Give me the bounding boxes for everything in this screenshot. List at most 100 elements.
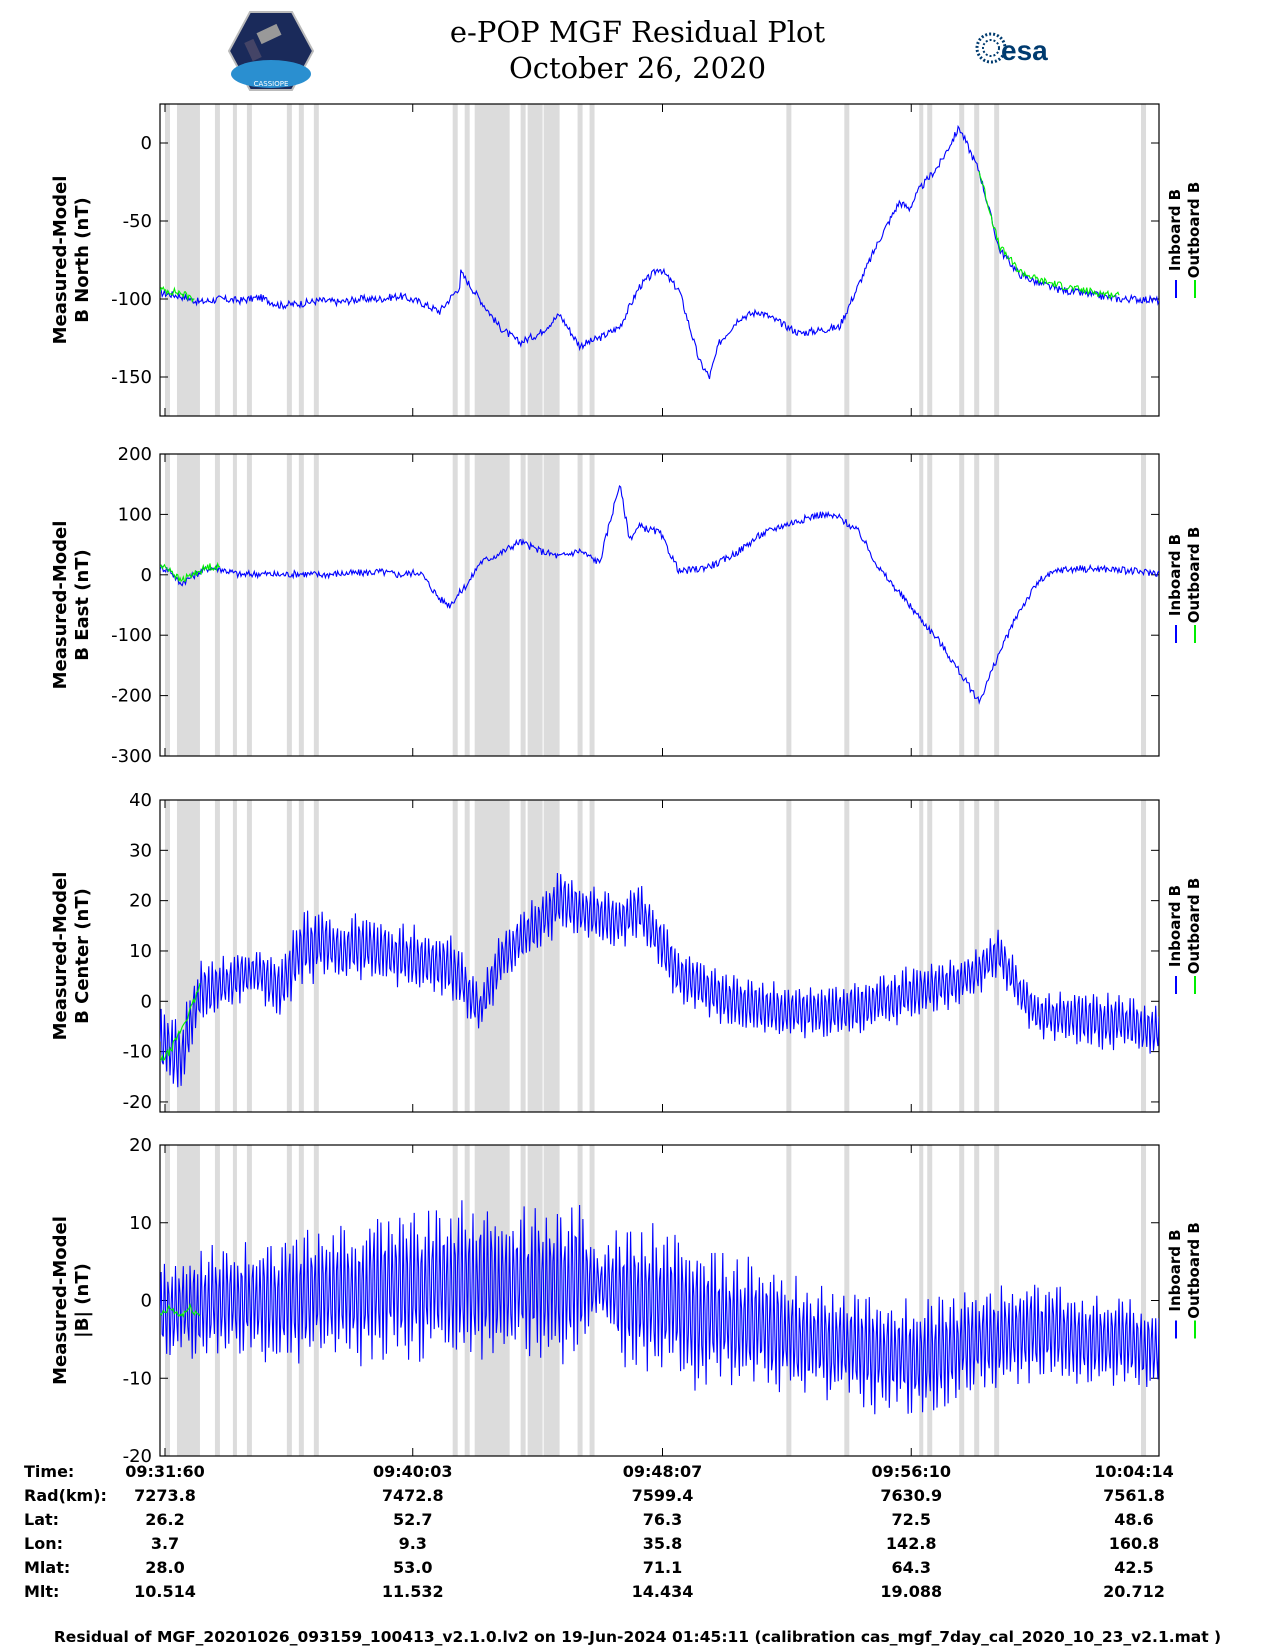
info-cell: 11.532 <box>381 1582 444 1601</box>
y-tick-label: 40 <box>129 790 152 811</box>
info-cell: 09:40:03 <box>372 1462 453 1481</box>
gap-shading <box>994 104 1000 416</box>
gap-shading <box>176 104 200 416</box>
info-row-label: Time: <box>24 1462 75 1481</box>
legend: Inboard BOutboard B <box>1166 182 1203 279</box>
gap-shading <box>919 1145 924 1456</box>
gap-shading <box>452 1145 458 1456</box>
info-cell: 10:04:14 <box>1094 1462 1174 1481</box>
info-cell: 09:31:60 <box>125 1462 205 1481</box>
info-cell: 142.8 <box>885 1534 937 1553</box>
y-axis-label: Measured-ModelB Center (nT) <box>50 872 93 1041</box>
orbit-info-table: Time: 09:31:60 09:40:03 09:48:07 09:56:10 10:… <box>0 1462 1275 1612</box>
gap-shading <box>164 454 170 756</box>
gap-shading <box>1141 800 1147 1112</box>
info-cell: 42.5 <box>1114 1558 1154 1577</box>
y-axis-label-line: Measured-Model <box>50 872 71 1041</box>
y-axis-label-line: Measured-Model <box>50 521 71 690</box>
info-cell: 09:48:07 <box>622 1462 703 1481</box>
gap-shading <box>589 454 595 756</box>
y-tick-label: -20 <box>123 1092 152 1113</box>
y-axis-label: Measured-Model|B| (nT) <box>50 1216 93 1385</box>
y-tick-label: 20 <box>129 1135 152 1156</box>
gap-shading <box>474 104 510 416</box>
gap-shading <box>527 104 543 416</box>
y-tick-label: 0 <box>141 133 152 154</box>
gap-shading <box>1141 1145 1147 1456</box>
info-cell: 160.8 <box>1108 1534 1160 1553</box>
legend-outboard: Outboard B <box>1185 182 1203 279</box>
info-cell: 7561.8 <box>1103 1486 1165 1505</box>
gap-shading <box>543 104 560 416</box>
legend-inboard: Inboard B <box>1166 1229 1184 1311</box>
info-cell: 35.8 <box>642 1534 683 1553</box>
gap-shading <box>286 104 292 416</box>
legend: Inboard BOutboard B <box>1166 878 1203 975</box>
y-tick-label: -150 <box>111 367 152 388</box>
legend-inboard: Inboard B <box>1166 885 1184 967</box>
legend-inboard: Inboard B <box>1166 189 1184 271</box>
y-axis-label-line: B East (nT) <box>72 549 93 661</box>
info-cell: 64.3 <box>891 1558 931 1577</box>
series-inboard <box>160 872 1159 1088</box>
y-tick-label: -100 <box>111 289 152 310</box>
y-axis-label: Measured-ModelB East (nT) <box>50 521 93 690</box>
y-tick-label: 10 <box>129 1213 152 1234</box>
info-cell: 7630.9 <box>880 1486 943 1505</box>
y-tick-label: 0 <box>141 565 152 586</box>
info-cell: 14.434 <box>631 1582 694 1601</box>
series-inboard <box>160 124 1159 380</box>
y-axis-label: Measured-ModelB North (nT) <box>50 176 93 345</box>
gap-shading <box>927 104 933 416</box>
gap-shading <box>520 104 526 416</box>
info-row-label: Mlat: <box>24 1558 71 1577</box>
series-inboard <box>160 485 1159 705</box>
y-tick-label: 20 <box>129 891 152 912</box>
y-tick-label: -10 <box>123 1042 152 1063</box>
gap-shading <box>974 1145 980 1456</box>
info-cell: 48.6 <box>1114 1510 1154 1529</box>
gap-shading <box>164 800 170 1112</box>
gap-shading <box>286 1145 292 1456</box>
gap-shading <box>927 1145 933 1456</box>
y-tick-label: -300 <box>111 746 152 767</box>
info-cell: 53.0 <box>392 1558 433 1577</box>
gap-shading <box>520 454 526 756</box>
gap-shading <box>994 454 1000 756</box>
y-tick-label: 30 <box>129 840 152 861</box>
plot-title: e-POP MGF Residual Plot <box>449 15 826 49</box>
gap-shading <box>927 800 933 1112</box>
gap-shading <box>164 104 170 416</box>
gap-shading <box>176 1145 200 1456</box>
gap-shading <box>919 454 924 756</box>
info-cell: 20.712 <box>1103 1582 1165 1601</box>
info-cell: 9.3 <box>398 1534 427 1553</box>
info-cell: 71.1 <box>642 1558 683 1577</box>
legend-inboard: Inboard B <box>1166 534 1184 616</box>
panel-4: 20 10 0 -10 -20 Measured-Model|B| (nT) Inboard… <box>50 1135 1203 1467</box>
gap-shading <box>214 1145 220 1456</box>
y-tick-label: -50 <box>123 211 152 232</box>
gap-shading <box>577 104 583 416</box>
y-axis-label-line: |B| (nT) <box>72 1263 93 1338</box>
gap-shading <box>246 454 252 756</box>
gap-shading <box>589 800 595 1112</box>
gap-shading <box>577 800 583 1112</box>
gap-shading <box>844 454 850 756</box>
gap-shading <box>214 454 220 756</box>
gap-shading <box>464 104 470 416</box>
gap-shading <box>464 454 470 756</box>
gap-shading <box>464 800 470 1112</box>
gap-shading <box>543 800 560 1112</box>
info-row-label: Lat: <box>24 1510 60 1529</box>
gap-shading <box>919 104 924 416</box>
footer-caption: Residual of MGF_20201026_093159_100413_v… <box>53 1628 1222 1646</box>
y-tick-label: 0 <box>141 1291 152 1312</box>
legend-outboard: Outboard B <box>1185 1222 1203 1319</box>
gap-shading <box>919 800 924 1112</box>
series-outboard <box>160 982 201 1062</box>
gap-shading <box>786 454 792 756</box>
info-cell: 09:56:10 <box>871 1462 952 1481</box>
gap-shading <box>844 1145 850 1456</box>
